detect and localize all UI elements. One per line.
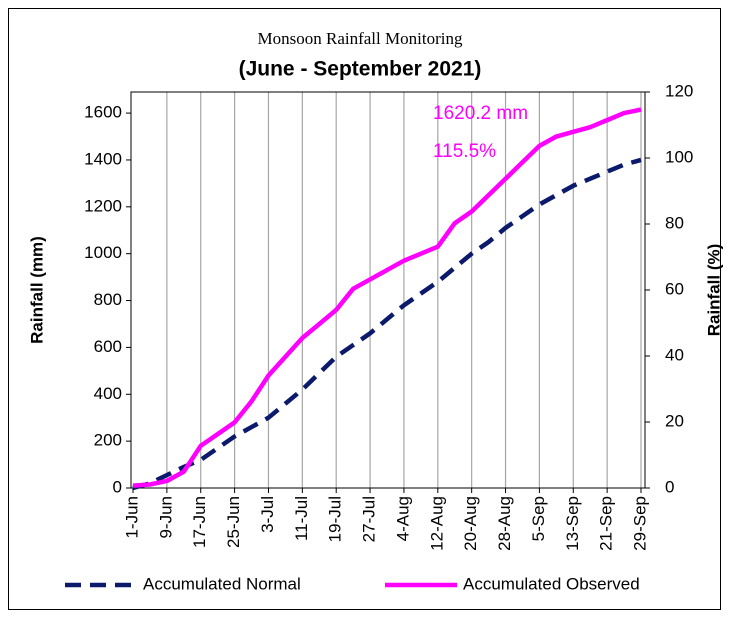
y-tick-label: 1400: [84, 149, 122, 168]
y2-tick-label: 0: [665, 477, 674, 496]
x-tick-label: 4-Aug: [393, 496, 412, 541]
x-tick-label: 21-Sep: [597, 496, 616, 551]
y2-tick-label: 80: [665, 213, 684, 232]
x-tick-label: 20-Aug: [461, 496, 480, 551]
y2-tick-label: 40: [665, 345, 684, 364]
x-tick-label: 19-Jul: [326, 496, 345, 542]
y-tick-label: 400: [94, 384, 122, 403]
legend-label: Accumulated Normal: [143, 574, 301, 593]
frame: [8, 8, 721, 610]
y-tick-label: 800: [94, 290, 122, 309]
y-axis-label: Rainfall (mm): [27, 236, 46, 344]
y-tick-label: 200: [94, 431, 122, 450]
chart-title: Monsoon Rainfall Monitoring: [258, 29, 463, 48]
y-tick-label: 1200: [84, 196, 122, 215]
x-tick-label: 29-Sep: [630, 496, 649, 551]
y2-tick-label: 100: [665, 147, 693, 166]
chart-subtitle: (June - September 2021): [239, 58, 482, 81]
y2-tick-label: 120: [665, 81, 693, 100]
legend-label: Accumulated Observed: [463, 574, 640, 593]
x-tick-label: 12-Aug: [427, 496, 446, 551]
x-tick-label: 25-Jun: [224, 496, 243, 548]
x-tick-label: 5-Sep: [529, 496, 548, 541]
series-line: [132, 107, 642, 488]
y2-tick-label: 20: [665, 411, 684, 430]
x-tick-label: 9-Jun: [156, 496, 175, 539]
y-tick-label: 1600: [84, 103, 122, 122]
x-tick-label: 17-Jun: [190, 496, 209, 548]
y2-axis-label: Rainfall (%): [704, 244, 723, 337]
y-tick-label: 1000: [84, 243, 122, 262]
y-tick-label: 0: [113, 477, 122, 496]
annotation: 1620.2 mm: [433, 103, 528, 124]
x-tick-label: 13-Sep: [563, 496, 582, 551]
x-tick-label: 28-Aug: [495, 496, 514, 551]
series-line: [132, 157, 642, 491]
x-tick-label: 3-Jul: [258, 496, 277, 533]
x-tick-label: 11-Jul: [292, 496, 311, 541]
y2-tick-label: 60: [665, 279, 684, 298]
plot-border: [130, 91, 646, 489]
annotation: 115.5%: [433, 141, 496, 162]
y-tick-label: 600: [94, 337, 122, 356]
x-tick-label: 27-Jul: [360, 496, 379, 542]
x-tick-label: 1-Jun: [122, 496, 141, 539]
